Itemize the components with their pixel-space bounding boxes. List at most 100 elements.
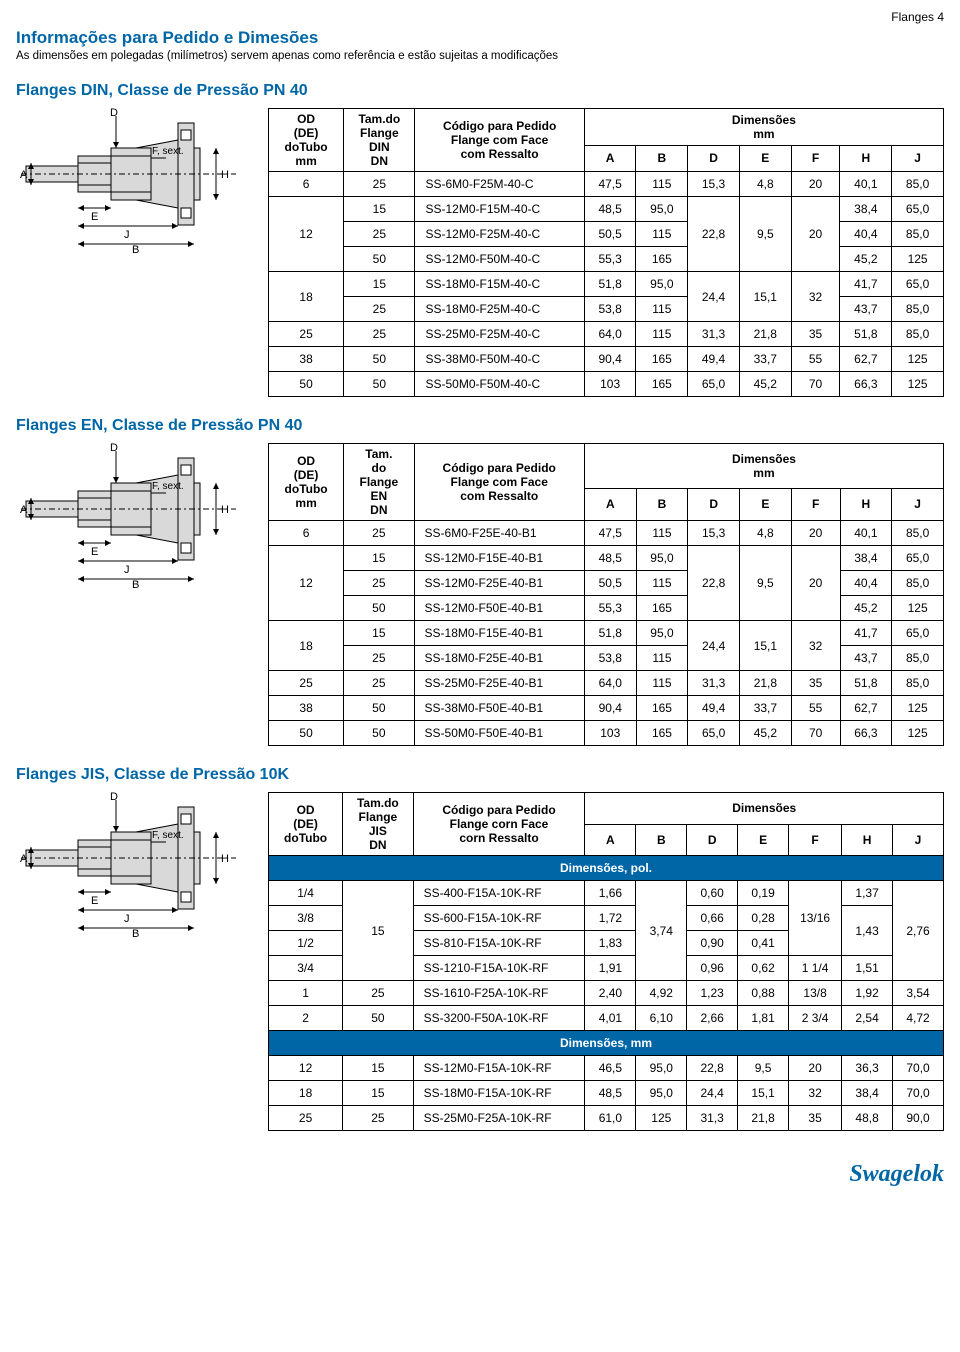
- cell-code: SS-810-F15A-10K-RF: [413, 931, 585, 956]
- cell-F: 20: [791, 521, 840, 546]
- cell-code: SS-25M0-F25A-10K-RF: [413, 1106, 585, 1131]
- cell-B: 95,0: [636, 272, 688, 297]
- section-row: Dimensões, pol.: [269, 856, 944, 881]
- cell-J: 85,0: [892, 222, 944, 247]
- table-row: 50SS-12M0-F50E-40-B155,316545,2125: [269, 596, 944, 621]
- cell-B: 115: [636, 521, 688, 546]
- cell-D: 22,8: [688, 197, 740, 272]
- cell-E: 33,7: [739, 347, 791, 372]
- subtitle: As dimensões em polegadas (milímetros) s…: [16, 50, 944, 62]
- cell-A: 48,5: [584, 546, 636, 571]
- cell-E: 0,88: [738, 981, 789, 1006]
- cell-H: 40,1: [840, 172, 892, 197]
- cell-F: 35: [789, 1106, 842, 1131]
- cell-od: 1: [269, 981, 343, 1006]
- table-row: 1/415SS-400-F15A-10K-RF1,663,740,600,191…: [269, 881, 944, 906]
- cell-flange: 25: [344, 646, 414, 671]
- section-heading-0: Flanges DIN, Classe de Pressão PN 40: [16, 82, 944, 100]
- cell-code: SS-25M0-F25E-40-B1: [414, 671, 584, 696]
- svg-text:J: J: [124, 229, 130, 241]
- cell-code: SS-3200-F50A-10K-RF: [413, 1006, 585, 1031]
- dim-col-F: F: [789, 824, 842, 856]
- cell-B: 115: [636, 172, 688, 197]
- cell-E: 15,1: [740, 621, 792, 671]
- cell-H: 66,3: [840, 721, 892, 746]
- table-row: 1815SS-18M0-F15M-40-C51,895,024,415,1324…: [269, 272, 944, 297]
- cell-H: 38,4: [842, 1081, 893, 1106]
- cell-B: 165: [636, 372, 688, 397]
- col-flange: Tam.doFlangeJISDN: [343, 793, 413, 856]
- cell-B: 4,92: [636, 981, 687, 1006]
- cell-A: 53,8: [584, 297, 636, 322]
- cell-code: SS-38M0-F50E-40-B1: [414, 696, 584, 721]
- cell-H: 45,2: [840, 596, 892, 621]
- cell-flange: 15: [344, 546, 414, 571]
- flange-table-0: OD(DE)doTubomm Tam.doFlangeDINDN Código …: [268, 108, 944, 397]
- dim-col-J: J: [892, 488, 944, 520]
- cell-code: SS-12M0-F25E-40-B1: [414, 571, 584, 596]
- cell-code: SS-12M0-F15A-10K-RF: [413, 1056, 585, 1081]
- cell-flange: 50: [344, 247, 415, 272]
- cell-A: 64,0: [584, 322, 636, 347]
- cell-code: SS-6M0-F25E-40-B1: [414, 521, 584, 546]
- table-row: 1215SS-12M0-F15M-40-C48,595,022,89,52038…: [269, 197, 944, 222]
- cell-od: 12: [269, 197, 344, 272]
- table-row: 625SS-6M0-F25E-40-B147,511515,34,82040,1…: [269, 521, 944, 546]
- table-row: 50SS-12M0-F50M-40-C55,316545,2125: [269, 247, 944, 272]
- flange-table-1: OD(DE)doTubomm Tam.doFlangeENDN Código p…: [268, 443, 944, 746]
- cell-F: 32: [791, 272, 840, 322]
- svg-text:D: D: [110, 108, 118, 119]
- flange-diagram: A D F, sext. H E J B: [16, 108, 246, 253]
- dim-col-E: E: [740, 488, 792, 520]
- dim-col-J: J: [893, 824, 944, 856]
- cell-B: 165: [636, 696, 688, 721]
- cell-E: 0,62: [738, 956, 789, 981]
- cell-B: 3,74: [636, 881, 687, 981]
- cell-E: 45,2: [740, 721, 792, 746]
- cell-D: 49,4: [688, 696, 740, 721]
- cell-E: 15,1: [738, 1081, 789, 1106]
- cell-H: 41,7: [840, 272, 892, 297]
- col-dims: Dimensõesmm: [584, 109, 943, 146]
- cell-flange: 15: [343, 1081, 413, 1106]
- cell-J: 125: [892, 696, 944, 721]
- cell-J: 2,76: [893, 881, 944, 981]
- cell-D: 24,4: [688, 621, 740, 671]
- cell-H: 40,4: [840, 222, 892, 247]
- flange-diagram: A D F, sext. H E J B: [16, 792, 246, 937]
- cell-flange: 15: [344, 197, 415, 222]
- cell-A: 1,83: [585, 931, 636, 956]
- cell-code: SS-18M0-F15M-40-C: [415, 272, 584, 297]
- cell-J: 125: [892, 347, 944, 372]
- cell-code: SS-18M0-F25E-40-B1: [414, 646, 584, 671]
- cell-A: 4,01: [585, 1006, 636, 1031]
- cell-D: 24,4: [687, 1081, 738, 1106]
- cell-code: SS-12M0-F15E-40-B1: [414, 546, 584, 571]
- cell-B: 95,0: [636, 197, 688, 222]
- cell-flange: 15: [343, 1056, 413, 1081]
- cell-J: 125: [892, 247, 944, 272]
- cell-J: 70,0: [893, 1081, 944, 1106]
- cell-flange: 25: [344, 571, 414, 596]
- cell-F: 20: [791, 546, 840, 621]
- cell-E: 0,41: [738, 931, 789, 956]
- cell-A: 103: [584, 372, 636, 397]
- cell-A: 90,4: [584, 696, 636, 721]
- cell-D: 15,3: [688, 172, 740, 197]
- cell-A: 90,4: [584, 347, 636, 372]
- cell-D: 31,3: [687, 1106, 738, 1131]
- cell-D: 31,3: [688, 671, 740, 696]
- cell-B: 95,0: [636, 1056, 687, 1081]
- cell-code: SS-50M0-F50E-40-B1: [414, 721, 584, 746]
- table-row: 1215SS-12M0-F15A-10K-RF46,595,022,89,520…: [269, 1056, 944, 1081]
- cell-od: 25: [269, 322, 344, 347]
- cell-code: SS-1210-F15A-10K-RF: [413, 956, 585, 981]
- col-od: OD(DE)doTubo: [269, 793, 343, 856]
- svg-text:E: E: [91, 211, 98, 223]
- cell-B: 165: [636, 347, 688, 372]
- cell-H: 51,8: [840, 322, 892, 347]
- table-row: 2525SS-25M0-F25M-40-C64,011531,321,83551…: [269, 322, 944, 347]
- cell-code: SS-18M0-F15E-40-B1: [414, 621, 584, 646]
- cell-J: 125: [892, 596, 944, 621]
- dim-col-F: F: [791, 488, 840, 520]
